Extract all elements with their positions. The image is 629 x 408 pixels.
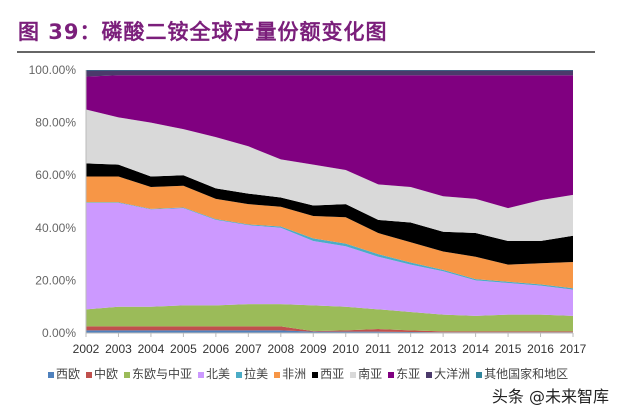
x-tick-label: 2012 [397, 342, 424, 356]
legend-label: 东欧与中亚 [132, 367, 193, 381]
legend-swatch [388, 371, 395, 378]
legend-label: 中欧 [94, 367, 119, 381]
legend-swatch [48, 371, 54, 378]
legend-swatch [350, 371, 357, 378]
x-tick-label: 2006 [203, 342, 230, 356]
legend-label: 西亚 [320, 367, 345, 381]
legend-item: 北美 [198, 367, 230, 382]
legend-label: 西欧 [56, 367, 81, 381]
legend-label: 东亚 [396, 367, 421, 381]
area-3 [86, 202, 573, 316]
x-tick-label: 2015 [495, 342, 522, 356]
legend-swatch [86, 371, 93, 378]
watermark: 头条 @未来智库 [491, 387, 609, 406]
legend-item: 西亚 [312, 367, 344, 382]
legend-label: 大洋洲 [434, 367, 471, 381]
x-tick-label: 2003 [105, 342, 132, 356]
area-10 [86, 70, 573, 71]
area-1 [86, 326, 573, 333]
legend-item: 东欧与中亚 [124, 367, 192, 382]
area-5 [86, 176, 573, 289]
y-tick-label: 60.00% [35, 168, 76, 182]
legend-swatch [312, 371, 319, 378]
y-tick-label: 20.00% [35, 273, 76, 287]
legend-swatch [426, 371, 433, 378]
legend-item: 中欧 [86, 367, 118, 382]
x-tick-label: 2009 [300, 342, 327, 356]
legend-item: 其他国家和地区 [476, 367, 568, 382]
title-divider [17, 51, 595, 53]
x-tick-label: 2002 [73, 342, 100, 356]
y-tick-label: 100.00% [29, 63, 77, 77]
legend-swatch [476, 371, 483, 378]
area-6 [86, 163, 573, 265]
legend-swatch [124, 371, 131, 378]
area-8 [86, 75, 573, 209]
y-tick-label: 0.00% [42, 326, 76, 340]
legend-item: 拉美 [236, 367, 268, 382]
y-tick-label: 40.00% [35, 221, 76, 235]
legend-item: 非洲 [274, 367, 306, 382]
x-tick-label: 2004 [138, 342, 165, 356]
legend-label: 非洲 [282, 367, 307, 381]
x-tick-label: 2017 [560, 342, 587, 356]
legend-label: 其他国家和地区 [484, 367, 569, 381]
x-tick-label: 2014 [462, 342, 489, 356]
area-9 [86, 70, 573, 77]
legend-label: 拉美 [244, 367, 269, 381]
x-tick-label: 2010 [332, 342, 359, 356]
x-tick-label: 2016 [527, 342, 554, 356]
y-tick-label: 80.00% [35, 116, 76, 130]
legend-swatch [236, 371, 243, 378]
legend-item: 大洋洲 [426, 367, 470, 382]
x-tick-label: 2007 [235, 342, 262, 356]
legend-item: 东亚 [388, 367, 420, 382]
chart-title: 图 39：磷酸二铵全球产量份额变化图 [18, 20, 388, 44]
legend-item: 南亚 [350, 367, 382, 382]
x-tick-label: 2008 [267, 342, 294, 356]
legend: 西欧 中欧 东欧与中亚 北美 拉美 非洲 西亚 南亚 东亚 大洋洲 其他国家和地区 [48, 367, 568, 382]
legend-item: 西欧 [48, 367, 80, 382]
legend-label: 南亚 [358, 367, 383, 381]
legend-label: 北美 [206, 367, 231, 381]
x-tick-label: 2005 [170, 342, 197, 356]
area-7 [86, 109, 573, 241]
legend-swatch [274, 371, 281, 378]
x-tick-label: 2013 [430, 342, 457, 356]
legend-swatch [198, 371, 205, 378]
x-tick-label: 2011 [365, 342, 391, 356]
area-2 [86, 304, 573, 332]
